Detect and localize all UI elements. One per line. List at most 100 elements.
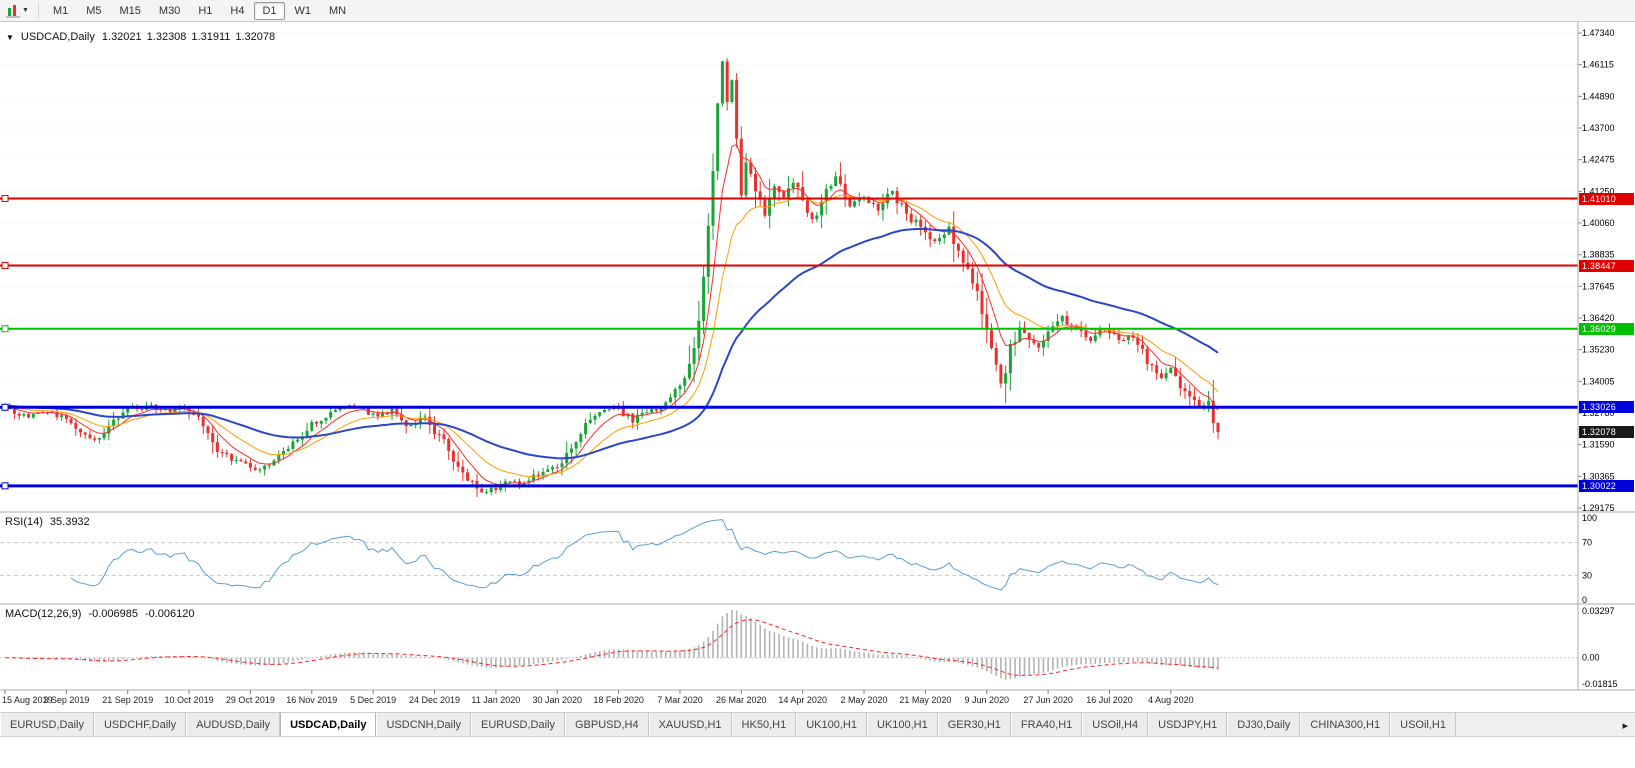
svg-text:0: 0	[1582, 595, 1587, 605]
ma-slow-line	[4, 227, 1219, 460]
svg-text:15 Aug 2019: 15 Aug 2019	[2, 695, 53, 705]
tab-scroll-right-button[interactable]: ▸	[1618, 713, 1632, 736]
moving-averages	[4, 143, 1219, 486]
svg-text:11 Jan 2020: 11 Jan 2020	[471, 695, 520, 705]
svg-text:-0.01815: -0.01815	[1582, 679, 1618, 689]
chart-window: 100 70 30 0 0.03297 0.00 -0.01815 1.47340 1.4611…	[0, 22, 1635, 710]
svg-text:1.31590: 1.31590	[1582, 440, 1615, 450]
rsi-panel-label: RSI(14) 35.3932	[5, 516, 90, 528]
price-line-badge: 1.33026	[1579, 401, 1634, 413]
svg-text:30: 30	[1582, 570, 1592, 580]
svg-text:1.44890: 1.44890	[1582, 91, 1615, 101]
svg-text:21 May 2020: 21 May 2020	[899, 695, 951, 705]
expand-arrow-icon[interactable]: ▼	[6, 32, 14, 42]
timeframe-button-d1[interactable]: D1	[254, 1, 285, 20]
chart-type-icon[interactable]	[5, 4, 21, 18]
svg-text:0.03297: 0.03297	[1582, 606, 1615, 616]
chart-tab-eurusd-daily[interactable]: EURUSD,Daily	[471, 713, 565, 736]
chart-tab-usdchf-daily[interactable]: USDCHF,Daily	[93, 713, 187, 736]
svg-text:10 Oct 2019: 10 Oct 2019	[165, 695, 214, 705]
timeframe-button-w1[interactable]: W1	[294, 4, 312, 17]
svg-text:70: 70	[1582, 538, 1592, 548]
chart-tab-uk100-h1[interactable]: UK100,H1	[866, 713, 938, 736]
macd-name: MACD(12,26,9)	[5, 608, 82, 620]
horizontal-lines[interactable]	[0, 195, 1578, 490]
macd-panel: 0.03297 0.00 -0.01815	[0, 606, 1618, 689]
svg-text:5 Dec 2019: 5 Dec 2019	[350, 695, 396, 705]
timeframe-button-m30[interactable]: M30	[158, 4, 181, 17]
svg-text:26 Mar 2020: 26 Mar 2020	[716, 695, 767, 705]
svg-text:1.30365: 1.30365	[1582, 471, 1615, 481]
svg-text:24 Dec 2019: 24 Dec 2019	[409, 695, 460, 705]
chart-tab-usdjpy-h1[interactable]: USDJPY,H1	[1148, 713, 1228, 736]
svg-text:2 May 2020: 2 May 2020	[841, 695, 888, 705]
panel-separators	[0, 22, 1635, 691]
svg-text:3 Sep 2019: 3 Sep 2019	[43, 695, 89, 705]
svg-text:16 Nov 2019: 16 Nov 2019	[286, 695, 337, 705]
svg-text:27 Jun 2020: 27 Jun 2020	[1023, 695, 1073, 705]
chart-symbol-period: USDCAD,Daily	[20, 31, 95, 43]
rsi-line	[70, 519, 1219, 591]
svg-text:18 Feb 2020: 18 Feb 2020	[593, 695, 644, 705]
close-value: 1.32078	[235, 31, 276, 43]
svg-text:30 Jan 2020: 30 Jan 2020	[532, 695, 582, 705]
line-handle[interactable]	[1, 195, 9, 203]
ma-mid-line	[4, 194, 1219, 478]
svg-text:1.47340: 1.47340	[1582, 28, 1615, 38]
rsi-panel: 100 70 30 0	[0, 513, 1597, 605]
chart-tab-china300-h1[interactable]: CHINA300,H1	[1300, 713, 1391, 736]
chart-tab-hk50-h1[interactable]: HK50,H1	[731, 713, 797, 736]
chart-tab-gbpusd-h4[interactable]: GBPUSD,H4	[565, 713, 649, 736]
chart-tab-xauusd-h1[interactable]: XAUUSD,H1	[648, 713, 732, 736]
open-value: 1.32021	[101, 31, 142, 43]
svg-text:100: 100	[1582, 513, 1597, 523]
chart-header: ▼ USDCAD,Daily 1.32021 1.32308 1.31911 1…	[6, 31, 275, 43]
timeframe-button-m15[interactable]: M15	[119, 4, 141, 17]
svg-text:21 Sep 2019: 21 Sep 2019	[102, 695, 153, 705]
timeframe-button-h1[interactable]: H1	[198, 4, 213, 17]
svg-text:1.46115: 1.46115	[1582, 60, 1614, 70]
svg-text:1.40060: 1.40060	[1582, 218, 1615, 228]
rsi-value: 35.3932	[49, 516, 90, 528]
line-handle[interactable]	[1, 403, 9, 411]
svg-text:1.29175: 1.29175	[1582, 503, 1615, 513]
svg-text:4 Aug 2020: 4 Aug 2020	[1148, 695, 1194, 705]
svg-text:1.43700: 1.43700	[1582, 123, 1615, 133]
macd-signal-value: -0.006120	[144, 608, 195, 620]
svg-text:7 Mar 2020: 7 Mar 2020	[657, 695, 703, 705]
chart-tab-ger30-h1[interactable]: GER30,H1	[937, 713, 1011, 736]
rsi-name: RSI(14)	[5, 516, 43, 528]
chart-canvas[interactable]: 100 70 30 00.03297 0.00 -0.01815 1.47340 1.4611…	[0, 22, 1635, 710]
low-value: 1.31911	[191, 31, 231, 43]
chevron-down-icon[interactable]: ▼	[22, 7, 29, 14]
svg-text:29 Oct 2019: 29 Oct 2019	[226, 695, 275, 705]
chart-tab-usoil-h1[interactable]: USOil,H1	[1390, 713, 1456, 736]
chart-tabs-bar: EURUSD,Daily USDCHF,Daily AUDUSD,Daily USDC…	[0, 712, 1635, 737]
line-handle[interactable]	[1, 262, 9, 270]
timeframe-button-mn[interactable]: MN	[329, 4, 347, 17]
price-axis[interactable]: 1.47340 1.46115 1.44890 1.43700 1.42475 1.412…	[1578, 28, 1615, 513]
line-handle[interactable]	[1, 325, 9, 333]
macd-signal-line	[4, 619, 1219, 676]
svg-text:0.00: 0.00	[1582, 653, 1600, 663]
chart-tab-usdcnh-daily[interactable]: USDCNH,Daily	[376, 713, 472, 736]
timeframe-button-h4[interactable]: H4	[230, 4, 245, 17]
high-value: 1.32308	[146, 31, 187, 43]
timeframe-button-m1[interactable]: M1	[52, 4, 69, 17]
timeframe-button-m5[interactable]: M5	[86, 4, 102, 17]
current-price-badge: 1.32078	[1579, 426, 1634, 438]
macd-main-value: -0.006985	[88, 608, 138, 620]
chart-tab-usdcad-daily[interactable]: USDCAD,Daily	[280, 713, 377, 736]
line-handle[interactable]	[1, 482, 9, 490]
price-line-badge: 1.36029	[1579, 323, 1634, 335]
chart-tab-audusd-daily[interactable]: AUDUSD,Daily	[186, 713, 281, 736]
svg-text:1.37645: 1.37645	[1582, 281, 1615, 291]
chart-tab-fra40-h1[interactable]: FRA40,H1	[1010, 713, 1083, 736]
toolbar-separator	[37, 2, 39, 19]
chart-tab-uk100-h1[interactable]: UK100,H1	[796, 713, 867, 736]
chart-tab-usoil-h4[interactable]: USOil,H4	[1082, 713, 1149, 736]
chart-tab-eurusd-daily[interactable]: EURUSD,Daily	[0, 713, 94, 736]
chart-tab-dj30-daily[interactable]: DJ30,Daily	[1227, 713, 1301, 736]
svg-text:9 Jun 2020: 9 Jun 2020	[964, 695, 1009, 705]
